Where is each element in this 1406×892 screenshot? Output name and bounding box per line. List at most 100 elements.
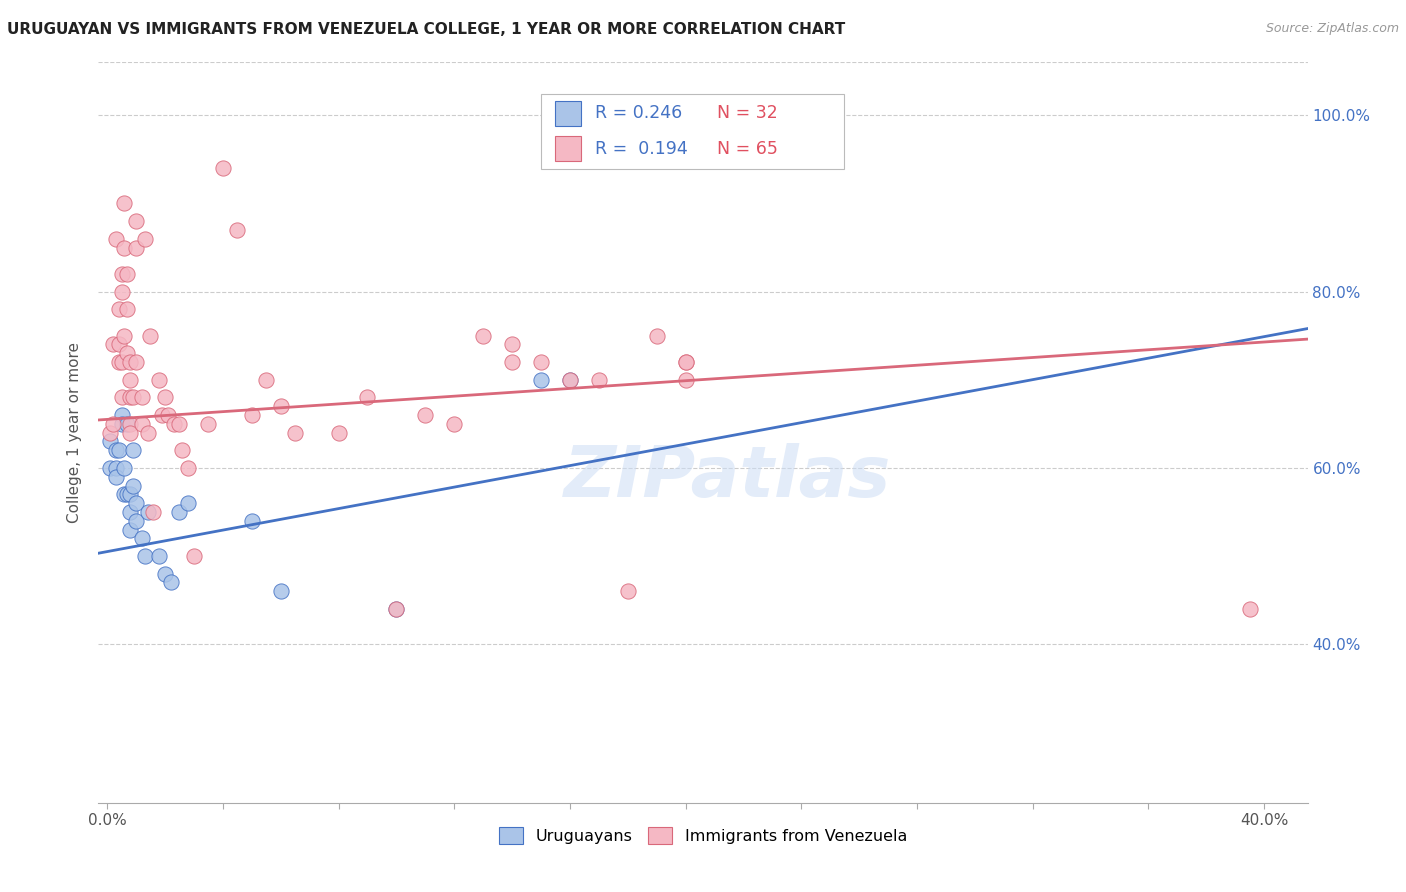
Point [172,443,194,458]
Point [226,223,249,237]
Legend: Uruguayans, Immigrants from Venezuela: Uruguayans, Immigrants from Venezuela [492,820,914,850]
Point [356,390,378,404]
Point [270,584,292,599]
Point [134,549,156,563]
Point [136,425,159,440]
Point [125,496,148,510]
Point [328,425,350,440]
Point [177,461,200,475]
Point [110,355,132,369]
Point [617,584,640,599]
Point [254,373,277,387]
Point [530,373,553,387]
Text: N = 32: N = 32 [717,104,778,122]
Point [153,566,176,581]
Point [558,373,581,387]
Point [675,373,697,387]
Point [501,337,523,351]
Point [107,355,129,369]
Point [98,434,121,449]
Point [136,505,159,519]
Point [501,355,523,369]
Point [120,355,142,369]
Point [131,390,153,404]
Text: R =  0.194: R = 0.194 [595,140,688,158]
Point [211,161,233,176]
Point [139,328,162,343]
Point [169,417,191,431]
Point [148,549,170,563]
Y-axis label: College, 1 year or more: College, 1 year or more [67,343,83,523]
Point [120,425,142,440]
Point [385,602,408,616]
Text: Source: ZipAtlas.com: Source: ZipAtlas.com [1265,22,1399,36]
Point [558,108,581,122]
Point [114,196,136,211]
Point [169,505,191,519]
Point [150,408,173,422]
Point [120,505,142,519]
Point [107,443,129,458]
Point [110,417,132,431]
Point [107,302,129,317]
Point [120,417,142,431]
Point [125,214,148,228]
Point [101,337,124,351]
Point [675,355,697,369]
Point [110,285,132,299]
Point [645,328,668,343]
Point [114,487,136,501]
Point [104,461,127,475]
Point [240,514,263,528]
Text: ZIPatlas: ZIPatlas [564,442,891,511]
Point [125,355,148,369]
Point [385,602,408,616]
Point [183,549,205,563]
Point [120,523,142,537]
Point [472,328,495,343]
Point [125,514,148,528]
Point [117,417,139,431]
Point [110,390,132,404]
Point [114,240,136,255]
Point [443,417,465,431]
Point [120,373,142,387]
Point [110,267,132,281]
Point [413,408,436,422]
Point [98,425,121,440]
Point [153,390,176,404]
Point [101,417,124,431]
Point [131,417,153,431]
Point [122,478,145,492]
Point [156,408,179,422]
Point [104,469,127,483]
Point [122,443,145,458]
Text: N = 65: N = 65 [717,140,778,158]
Point [107,337,129,351]
Point [134,232,156,246]
Point [104,443,127,458]
Point [159,575,181,590]
Point [98,461,121,475]
Point [240,408,263,422]
Point [284,425,307,440]
Point [530,355,553,369]
Point [110,408,132,422]
Point [104,232,127,246]
Point [114,328,136,343]
Point [270,399,292,413]
Point [558,373,581,387]
Point [142,505,165,519]
Point [197,417,219,431]
Point [675,355,697,369]
Point [117,487,139,501]
Point [588,373,610,387]
Point [122,390,145,404]
Text: R = 0.246: R = 0.246 [595,104,682,122]
Point [148,373,170,387]
Point [117,346,139,360]
Point [1239,602,1261,616]
Point [114,461,136,475]
Point [177,496,200,510]
Point [120,390,142,404]
